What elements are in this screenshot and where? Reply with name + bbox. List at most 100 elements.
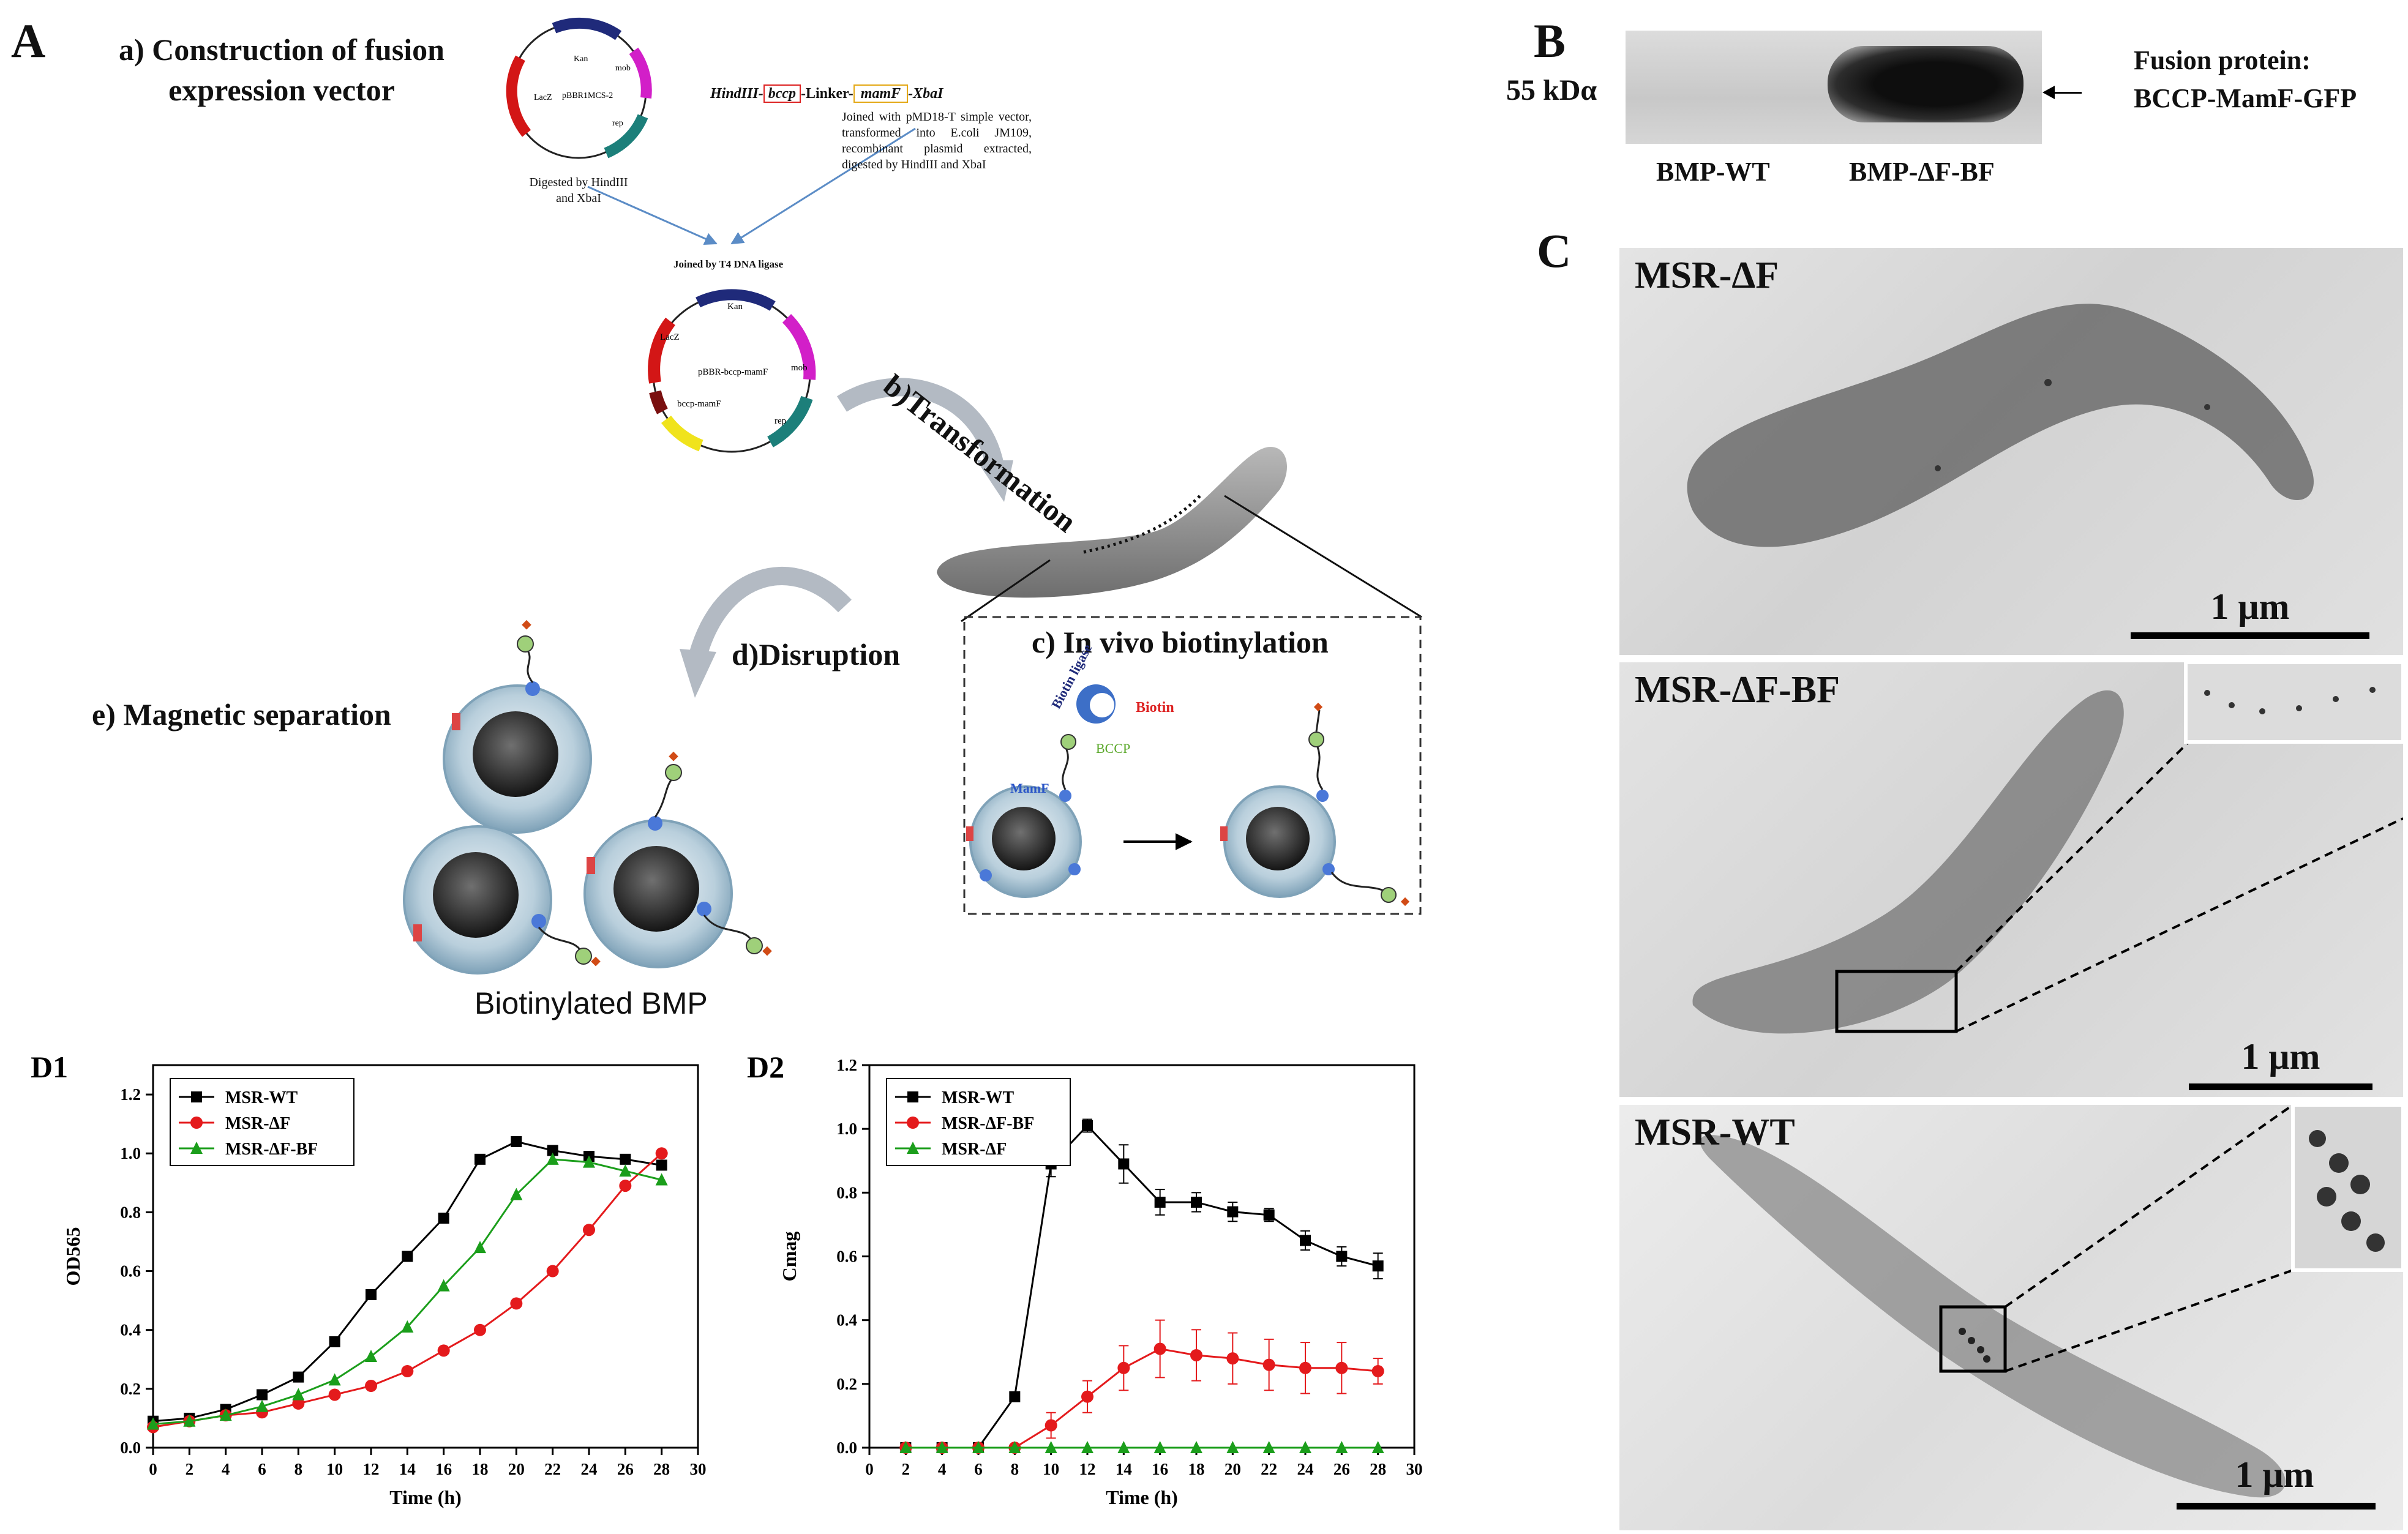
d1-ytick-label: 0.4 [120, 1321, 141, 1339]
d2-series-3-point [1262, 1441, 1275, 1453]
d1-plot-frame [152, 1064, 699, 1449]
construct-line: HindIII-bccp -Linker-mamF -XbaI [710, 84, 943, 103]
d1-series-1-point [257, 1389, 268, 1401]
d1-series-2-line [152, 1153, 662, 1428]
schematic-svg: Kan mob rep LacZ pBBR1MCS-2 Kan mob rep … [403, 17, 1422, 975]
d1-series-2-point [583, 1224, 595, 1237]
d2-series-1-point [1009, 1391, 1021, 1402]
tem-image-msr-df: MSR-ΔF 1 μm [1619, 248, 2403, 655]
panel-c-letter: C [1537, 224, 1572, 277]
d2-series-2-point [1045, 1419, 1057, 1432]
d2-ytick-label: 0.4 [836, 1311, 857, 1330]
d2-xtick-label: 6 [974, 1460, 983, 1478]
d2-ytick-label: 0.0 [836, 1439, 857, 1457]
d1-series-1-point [656, 1159, 667, 1171]
d1-xtick-label: 28 [653, 1460, 670, 1478]
p1-kan: Kan [574, 54, 588, 64]
d2-ylabel: Cmag [778, 1232, 800, 1282]
d1-series-2-point [437, 1344, 450, 1357]
disruption-arrow [689, 567, 852, 658]
d1-xtick-label: 30 [690, 1460, 707, 1478]
d1-xlabel: Time (h) [389, 1486, 462, 1508]
p1-lacz: LacZ [534, 93, 552, 102]
d2-legend-marker [907, 1142, 919, 1154]
d1-legend-label: MSR-WT [225, 1088, 298, 1107]
d1-series-3-point [147, 1417, 159, 1430]
d2-xtick-label: 20 [1225, 1460, 1241, 1478]
plasmid-2: Kan mob rep LacZ bccp-mamF pBBR-bccp-mam… [648, 289, 816, 453]
d2-legend-marker [907, 1091, 918, 1102]
d1-series-2-point [328, 1388, 341, 1401]
construct-xba: -XbaI [908, 86, 943, 102]
fusion-band [1828, 46, 2024, 122]
d2-series-2-point [1299, 1361, 1311, 1374]
d2-series-3-point [1371, 1441, 1384, 1453]
digest-label: Digested by HindIII and XbaI [529, 176, 628, 205]
d1-series-1-point [474, 1153, 486, 1165]
d2-series-3-point [899, 1441, 912, 1453]
d1-legend-marker [191, 1091, 202, 1102]
d1-series-1-point [620, 1153, 631, 1165]
d2-xtick-label: 28 [1370, 1460, 1386, 1478]
construct-note: Joined with pMD18-T simple vector, trans… [842, 110, 1032, 171]
d1-legend-marker [190, 1117, 203, 1129]
d2-ytick-label: 0.2 [836, 1375, 857, 1393]
d2-xtick-label: 24 [1297, 1460, 1314, 1478]
d1-ylabel: OD565 [62, 1227, 84, 1286]
d1-xtick-label: 6 [258, 1460, 266, 1478]
p2-bccp-mamf: bccp-mamF [677, 399, 721, 409]
d2-panel-label: D2 [747, 1050, 784, 1084]
arrow-digest [587, 185, 718, 245]
d2-xtick-label: 12 [1079, 1460, 1096, 1478]
d1-series-3-point [183, 1414, 196, 1427]
d2-series-1-point [1082, 1120, 1093, 1131]
scalebar-msr-df [2131, 632, 2369, 639]
d1-series-1-point [293, 1371, 304, 1383]
d1-panel-label: D1 [31, 1050, 68, 1084]
d1-ytick-label: 1.2 [120, 1085, 141, 1104]
d2-series-3-point [1045, 1441, 1057, 1453]
d2-series-3-point [1299, 1441, 1311, 1453]
d2-xtick-label: 30 [1406, 1460, 1423, 1478]
d1-series-3-point [401, 1320, 414, 1333]
d2-series-1-point [1118, 1158, 1130, 1170]
band-label-2: BCCP-MamF-GFP [2134, 83, 2357, 113]
scalebar-msr-wt [2177, 1503, 2376, 1510]
d2-legend-label: MSR-ΔF [942, 1140, 1007, 1159]
lane-bmp-df-bf: BMP-ΔF-BF [1849, 157, 1995, 187]
d2-ytick-label: 0.6 [836, 1248, 857, 1266]
d2-series-1-point [1191, 1196, 1202, 1208]
construct-hind: HindIII- [710, 86, 763, 102]
d2-series-3-point [1117, 1441, 1130, 1453]
d1-series-2-point [401, 1365, 414, 1377]
construct-bccp: bccp [763, 84, 801, 103]
scale-text-msr-df: 1 μm [2210, 586, 2290, 627]
band-pointer-line [2045, 92, 2082, 94]
bmp-caption: Biotinylated BMP [474, 986, 708, 1020]
tem-label-msr-df-bf: MSR-ΔF-BF [1635, 669, 1840, 711]
d2-series-1-point [1300, 1235, 1311, 1246]
d2-series-3-point [1008, 1441, 1021, 1453]
tem-image-msr-wt: MSR-WT 1 μm [1619, 1105, 2403, 1530]
d1-xtick-label: 16 [435, 1460, 452, 1478]
d1-series-3-point [292, 1388, 305, 1401]
d2-series-2-point [1262, 1358, 1275, 1371]
d2-series-3-point [936, 1441, 948, 1453]
d1-xtick-label: 18 [472, 1460, 489, 1478]
d1-xtick-label: 4 [222, 1460, 230, 1478]
chart-d2: D20 2 4 6 8 10 12 14 16 18 20 22 24 26 28 300.00.20.40.… [747, 1050, 1423, 1508]
d2-xtick-label: 0 [865, 1460, 874, 1478]
bacterium-illustration [937, 447, 1287, 598]
d1-series-1-point [438, 1213, 449, 1224]
d2-ytick-label: 0.8 [836, 1183, 857, 1202]
d2-series-3-point [1153, 1441, 1166, 1453]
d2-series-2-point [1371, 1365, 1384, 1377]
western-marker: 55 kDα [1506, 74, 1597, 107]
d1-xtick-label: 14 [399, 1460, 416, 1478]
step-e-label: e) Magnetic separation [92, 697, 391, 731]
d1-series-2-point [292, 1397, 305, 1410]
d1-xtick-label: 2 [186, 1460, 194, 1478]
d1-series-1-point [366, 1289, 377, 1300]
d1-series-1-point [547, 1145, 558, 1156]
